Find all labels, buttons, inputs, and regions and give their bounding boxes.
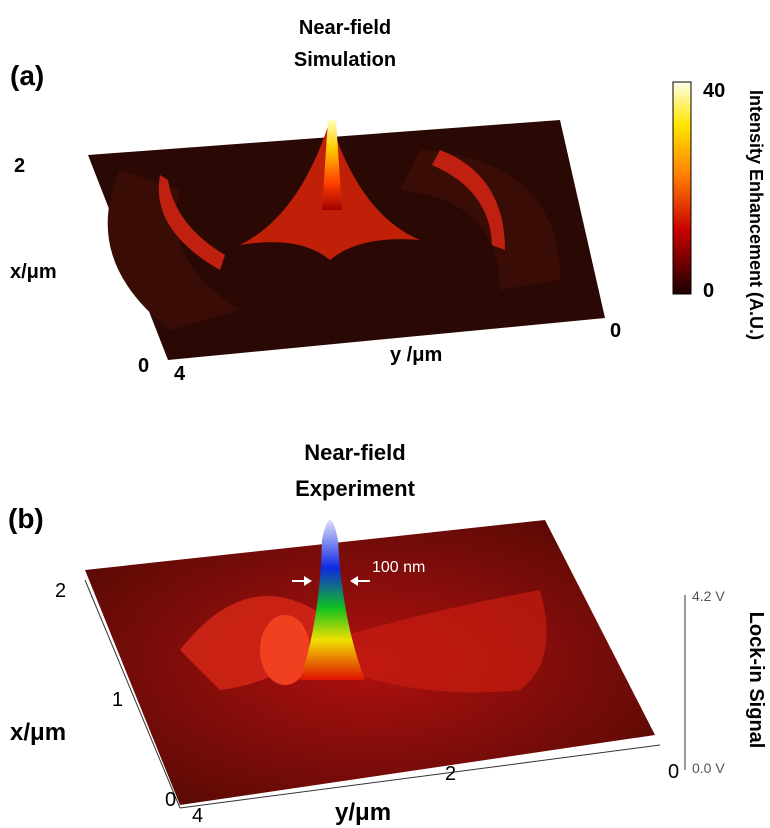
colorbar-label: Intensity Enhancement (A.U.): [746, 90, 766, 340]
z-tick-label: 4.2 V: [692, 588, 725, 604]
colorbar: [673, 82, 691, 294]
colorbar-tick-label: 0: [703, 280, 714, 302]
spike: [322, 120, 342, 210]
panel-b: Near-field Experiment (b) 100 nm 2 1 0 x…: [8, 440, 767, 827]
y-tick-label: 0: [610, 320, 621, 342]
z-axis-label: Lock-in Signal: [745, 612, 767, 749]
z-tick-label: 0.0 V: [692, 760, 725, 776]
title: Experiment: [295, 476, 415, 501]
panel-label: (b): [8, 503, 44, 534]
x-tick-label: 1: [112, 689, 123, 711]
x-tick-label: 0: [165, 789, 176, 811]
panel-a: (a) Near-field Simulation 2 0 x/μm 4 0 y…: [10, 17, 766, 385]
x-tick-label: 2: [14, 155, 25, 177]
title: Near-field: [304, 440, 405, 465]
y-axis-label: y/μm: [335, 799, 391, 826]
y-tick-label: 2: [445, 763, 456, 785]
annotation: 100 nm: [372, 559, 425, 576]
figure: (a) Near-field Simulation 2 0 x/μm 4 0 y…: [0, 0, 770, 828]
panel-label: (a): [10, 60, 44, 91]
y-tick-label: 4: [174, 363, 186, 385]
x-axis-label: x/μm: [10, 719, 66, 746]
x-tick-label: 0: [138, 355, 149, 377]
x-tick-label: 2: [55, 580, 66, 602]
y-tick-label: 4: [192, 805, 203, 827]
y-tick-label: 0: [668, 761, 679, 783]
colorbar-tick-label: 40: [703, 80, 725, 102]
title: Simulation: [294, 49, 396, 71]
x-axis-label: x/μm: [10, 261, 57, 283]
title: Near-field: [299, 17, 391, 39]
y-axis-label: y /μm: [390, 344, 442, 366]
